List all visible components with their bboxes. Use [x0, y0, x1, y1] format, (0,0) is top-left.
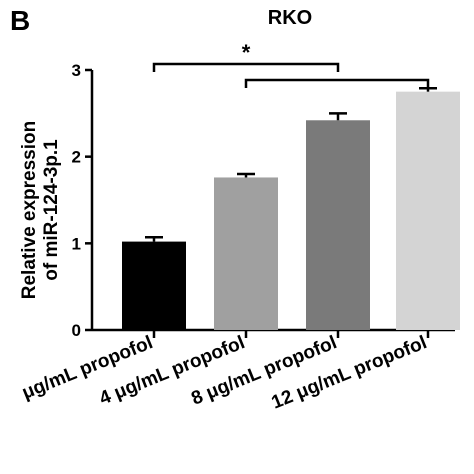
significance-label: *	[242, 40, 251, 65]
y-ticks: 0 1 2 3	[72, 61, 92, 340]
chart-title: RKO	[268, 7, 312, 29]
y-tick-label: 2	[72, 148, 81, 167]
y-axis-label: Relative expression of miR-124-3p.1	[19, 121, 62, 299]
y-tick-label: 3	[72, 61, 81, 80]
y-tick-label: 0	[72, 321, 81, 340]
bar	[122, 241, 186, 330]
error-bars	[145, 86, 437, 242]
bar	[214, 177, 278, 330]
significance-bracket	[244, 78, 430, 88]
x-tick-label: 12 μg/mL propofol	[269, 332, 430, 413]
bars	[122, 91, 460, 331]
y-axis-label-line1: Relative expression	[19, 121, 40, 299]
bar	[306, 120, 370, 331]
y-tick-label: 1	[72, 234, 81, 253]
panel-letter: B	[10, 5, 30, 36]
significance-brackets: *	[152, 40, 430, 88]
significance-bracket	[152, 62, 340, 72]
y-axis-label-line2: of miR-124-3p.1	[41, 139, 62, 281]
bar	[396, 91, 460, 331]
